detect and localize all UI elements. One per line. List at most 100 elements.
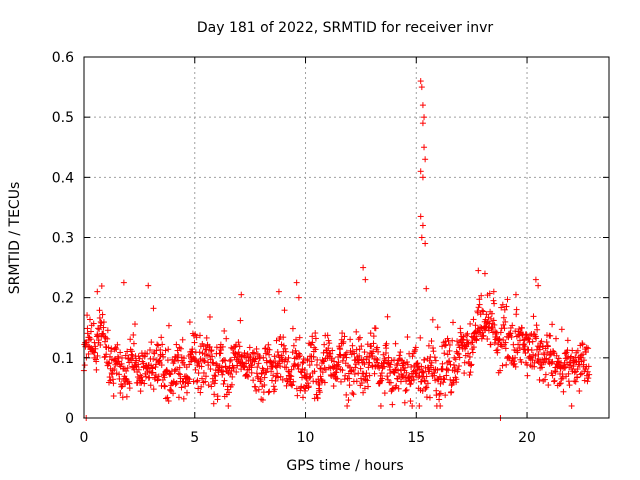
data-point (277, 363, 284, 370)
data-point (475, 304, 482, 311)
data-point (478, 292, 485, 299)
data-point (314, 395, 321, 402)
data-point (319, 369, 326, 376)
data-point (123, 393, 130, 400)
data-point (361, 385, 368, 392)
data-point (366, 372, 373, 379)
data-point (225, 389, 232, 396)
x-tick-label: 10 (297, 430, 315, 446)
data-point (428, 359, 435, 366)
data-point (235, 339, 242, 346)
data-point (518, 325, 525, 332)
data-point (538, 338, 545, 345)
data-point (394, 375, 401, 382)
data-point (407, 380, 414, 387)
data-point (384, 376, 391, 383)
data-point (457, 329, 464, 336)
data-point (155, 373, 162, 380)
data-point (549, 372, 556, 379)
data-point (571, 369, 578, 376)
data-point (532, 276, 539, 283)
data-point (337, 346, 344, 353)
data-point (470, 344, 477, 351)
data-point (299, 359, 306, 366)
data-point (263, 369, 270, 376)
data-point (453, 376, 460, 383)
data-point (290, 342, 297, 349)
y-tick-label: 0.5 (52, 110, 74, 126)
data-point (402, 387, 409, 394)
data-point (194, 358, 201, 365)
data-point (165, 398, 172, 405)
data-point (536, 376, 543, 383)
data-point (574, 365, 581, 372)
data-point (207, 348, 214, 355)
data-point (465, 350, 472, 357)
y-tick-label: 0.1 (52, 351, 74, 367)
data-point (404, 334, 411, 341)
data-point (206, 313, 213, 320)
data-point (208, 383, 215, 390)
data-point (91, 349, 98, 356)
data-point (180, 355, 187, 362)
data-point (208, 347, 215, 354)
data-point (275, 288, 282, 295)
data-point (328, 355, 335, 362)
data-point (447, 376, 454, 383)
data-point (152, 371, 159, 378)
data-point (363, 370, 370, 377)
data-point (512, 354, 519, 361)
data-point (252, 383, 259, 390)
data-point (478, 335, 485, 342)
data-point (369, 362, 376, 369)
data-point (480, 332, 487, 339)
data-point (302, 385, 309, 392)
data-point (93, 366, 100, 373)
data-point (210, 400, 217, 407)
data-point (383, 340, 390, 347)
data-point (333, 369, 340, 376)
data-point (422, 240, 429, 247)
data-point (330, 383, 337, 390)
data-point (285, 354, 292, 361)
data-point (536, 346, 543, 353)
data-point (113, 346, 120, 353)
x-tick-label: 15 (407, 430, 425, 446)
data-point (442, 392, 449, 399)
data-point (448, 388, 455, 395)
data-point (299, 394, 306, 401)
data-point (446, 347, 453, 354)
data-point (360, 389, 367, 396)
data-point (211, 372, 218, 379)
data-point (565, 370, 572, 377)
data-point (186, 319, 193, 326)
data-point (274, 370, 281, 377)
data-point (560, 388, 567, 395)
data-point (446, 341, 453, 348)
data-point (288, 366, 295, 373)
data-point (568, 353, 575, 360)
data-point (320, 358, 327, 365)
data-point (312, 346, 319, 353)
data-point (274, 348, 281, 355)
data-point (559, 374, 566, 381)
data-point (343, 349, 350, 356)
data-point (388, 386, 395, 393)
data-point (466, 371, 473, 378)
data-point (193, 334, 200, 341)
data-point (237, 317, 244, 324)
data-point (292, 347, 299, 354)
data-point (423, 373, 430, 380)
data-point (196, 349, 203, 356)
data-point (260, 354, 267, 361)
data-point (336, 351, 343, 358)
data-point (321, 379, 328, 386)
data-point (223, 335, 230, 342)
data-point (150, 386, 157, 393)
data-point (389, 401, 396, 408)
data-point (205, 382, 212, 389)
data-point (200, 343, 207, 350)
data-point (259, 397, 266, 404)
data-point (312, 335, 319, 342)
data-point (570, 363, 577, 370)
